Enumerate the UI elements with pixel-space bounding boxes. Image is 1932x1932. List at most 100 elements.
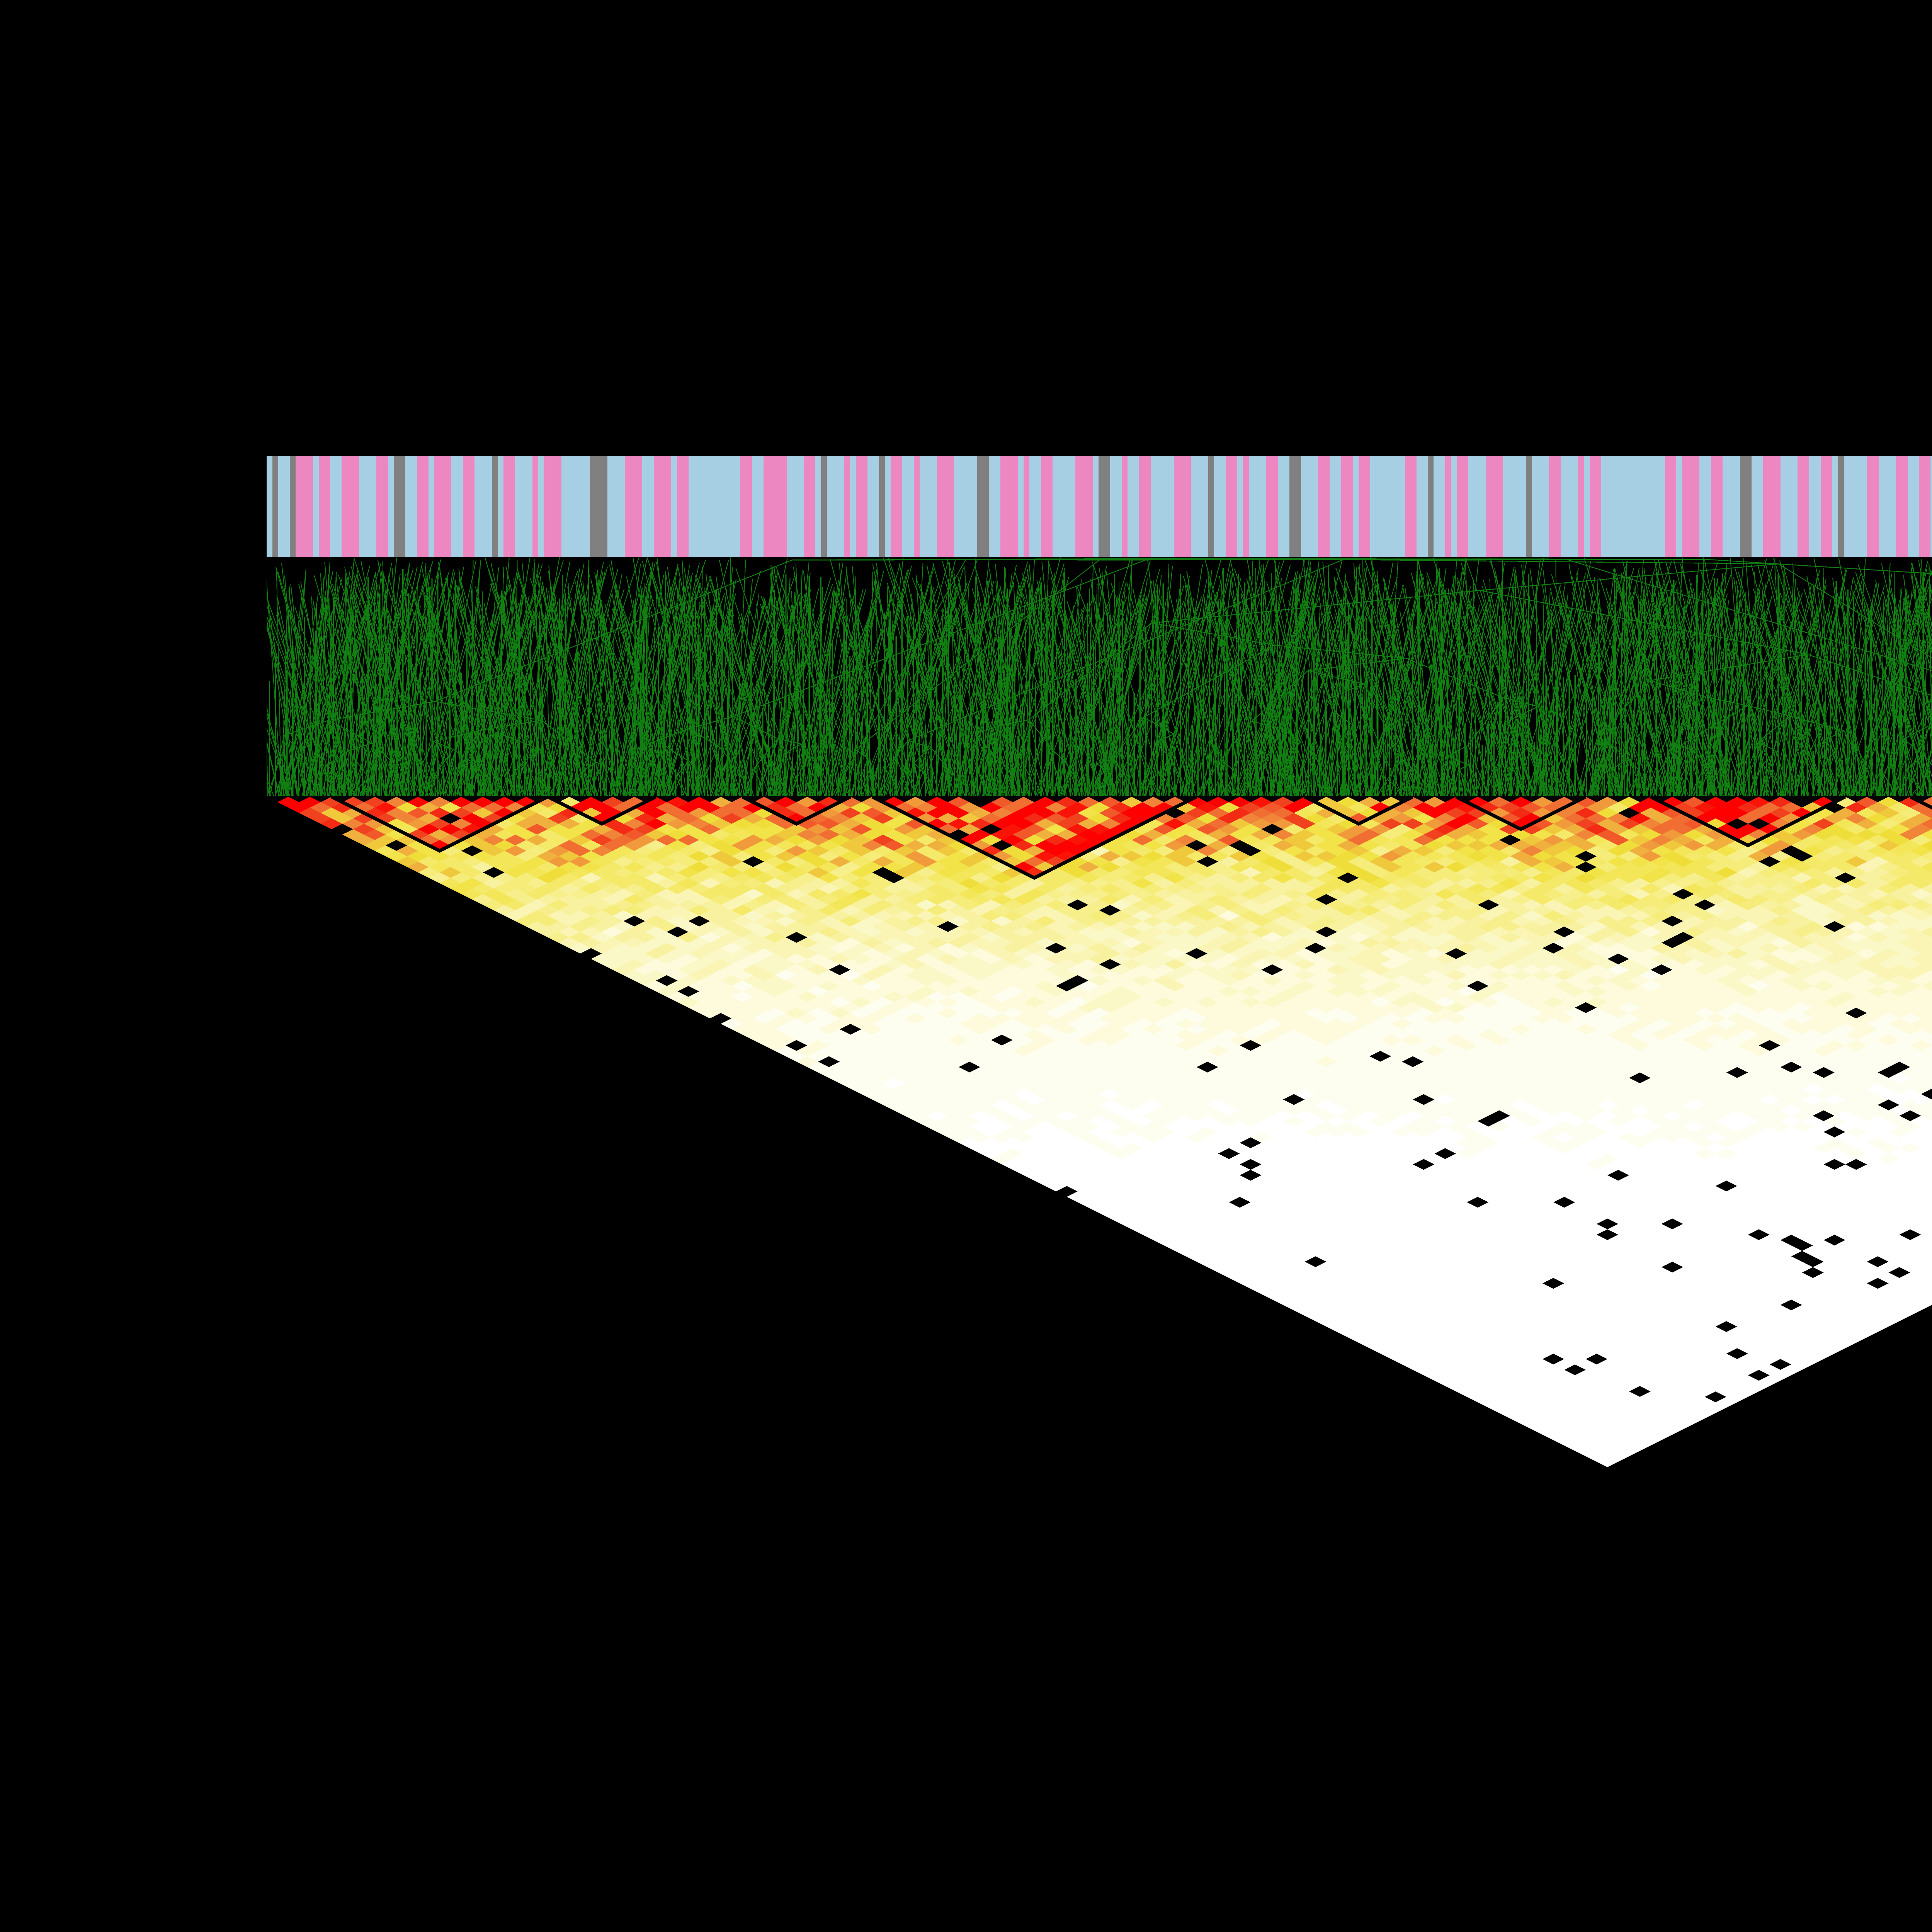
annotation-stripe (1590, 456, 1602, 557)
annotation-stripe (498, 456, 504, 557)
annotation-stripe (1485, 456, 1503, 557)
annotation-stripe (989, 456, 1001, 557)
ld-cell-group (721, 964, 1932, 1170)
annotation-stripe (1584, 456, 1590, 557)
annotation-stripe (503, 456, 515, 557)
annotation-stripe (1017, 456, 1024, 557)
annotation-stripe (1867, 456, 1879, 557)
annotation-stripe (1676, 456, 1682, 557)
annotation-stripe (1121, 456, 1128, 557)
annotation-stripe (1699, 456, 1711, 557)
annotation-stripe (1029, 456, 1041, 557)
annotation-stripe (393, 456, 406, 557)
annotation-stripe (1601, 456, 1665, 557)
dendrogram-svg (267, 557, 1932, 796)
annotation-stripe (428, 456, 435, 557)
annotation-stripe (1000, 456, 1018, 557)
annotation-stripe (267, 456, 273, 557)
ld-cell-group (883, 1056, 1932, 1467)
annotation-stripe (1023, 456, 1030, 557)
annotation-stripe (913, 456, 920, 557)
annotation-stripe (642, 456, 654, 557)
annotation-stripe (1578, 456, 1584, 557)
annotation-stripe (1301, 456, 1318, 557)
annotation-stripe (1434, 456, 1446, 557)
annotation-stripe (890, 456, 903, 557)
annotation-stripe (1428, 456, 1434, 557)
annotation-stripe (677, 456, 689, 557)
annotation-stripe (590, 456, 608, 557)
annotation-stripe (1226, 456, 1238, 557)
annotation-stripe (671, 456, 677, 557)
annotation-stripe (1110, 456, 1122, 557)
annotation-stripe (1896, 456, 1908, 557)
annotation-stripe (278, 456, 290, 557)
annotation-stripe (1526, 456, 1532, 557)
annotation-stripe (786, 456, 804, 557)
annotation-stripe (1277, 456, 1290, 557)
annotation-stripe (1468, 456, 1486, 557)
annotation-stripe (313, 456, 319, 557)
annotation-stripe (1740, 456, 1752, 557)
annotation-stripe (1191, 456, 1209, 557)
annotation-stripe (272, 456, 279, 557)
annotation-stripe (856, 456, 868, 557)
annotation-stripe (1549, 456, 1561, 557)
annotation-stripe (1041, 456, 1053, 557)
annotation-stripe (1405, 456, 1417, 557)
annotation-stripe (1919, 456, 1931, 557)
ld-cell-group (310, 797, 1932, 867)
annotation-stripe (1208, 456, 1214, 557)
annotation-stripe (850, 456, 856, 557)
annotation-stripe (625, 456, 643, 557)
annotation-stripe (417, 456, 429, 557)
annotation-stripe (388, 456, 394, 557)
annotation-stripe (295, 456, 313, 557)
annotation-stripe (827, 456, 845, 557)
annotation-stripe (342, 456, 359, 557)
annotation-stripe (376, 456, 388, 557)
annotation-stripe (653, 456, 672, 557)
annotation-stripe (1445, 456, 1451, 557)
annotation-stripe (538, 456, 544, 557)
annotation-stripe (1723, 456, 1740, 557)
annotation-stripe (318, 456, 331, 557)
annotation-stripe (1052, 456, 1076, 557)
annotation-stripe (1665, 456, 1677, 557)
annotation-stripe (1844, 456, 1867, 557)
annotation-stripe (1503, 456, 1527, 557)
annotation-stripe (1139, 456, 1151, 557)
annotation-stripe (1173, 456, 1191, 557)
ld-cell-group (504, 845, 1932, 992)
annotation-stripe (1763, 456, 1781, 557)
annotation-stripe (1809, 456, 1821, 557)
annotation-stripe (515, 456, 533, 557)
annotation-stripe (821, 456, 827, 557)
annotation-stripe (1798, 456, 1810, 557)
ld-cell-group (320, 797, 1932, 883)
annotation-stripe (1711, 456, 1723, 557)
annotation-stripe (1289, 456, 1301, 557)
ld-heatmap-svg (277, 797, 1932, 1467)
dendrogram-canopy-lines (267, 557, 1932, 796)
annotation-stripe (815, 456, 822, 557)
annotation-stripe (1682, 456, 1700, 557)
annotation-stripe (1457, 456, 1469, 557)
annotation-stripe (1532, 456, 1550, 557)
annotation-stripe (1214, 456, 1226, 557)
annotation-stripe (463, 456, 475, 557)
ld-cell-group (418, 797, 1932, 927)
annotation-stripe (1266, 456, 1278, 557)
annotation-stripe (532, 456, 539, 557)
annotation-stripe (405, 456, 417, 557)
annotation-stripe (1780, 456, 1798, 557)
annotation-stripe (902, 456, 914, 557)
annotation-stripe (1838, 456, 1844, 557)
annotation-stripe (1243, 456, 1249, 557)
annotation-stripe (884, 456, 891, 557)
annotation-stripe (330, 456, 342, 557)
annotation-stripe (1318, 456, 1330, 557)
annotation-stripe (1237, 456, 1243, 557)
annotation-stripe (740, 456, 752, 557)
